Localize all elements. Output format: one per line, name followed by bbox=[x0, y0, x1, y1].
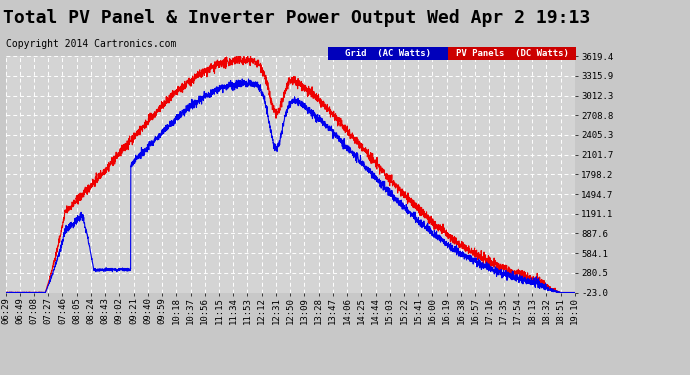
Text: PV Panels  (DC Watts): PV Panels (DC Watts) bbox=[456, 49, 569, 58]
Text: Total PV Panel & Inverter Power Output Wed Apr 2 19:13: Total PV Panel & Inverter Power Output W… bbox=[3, 9, 591, 27]
Text: Copyright 2014 Cartronics.com: Copyright 2014 Cartronics.com bbox=[6, 39, 176, 50]
Text: Grid  (AC Watts): Grid (AC Watts) bbox=[345, 49, 431, 58]
